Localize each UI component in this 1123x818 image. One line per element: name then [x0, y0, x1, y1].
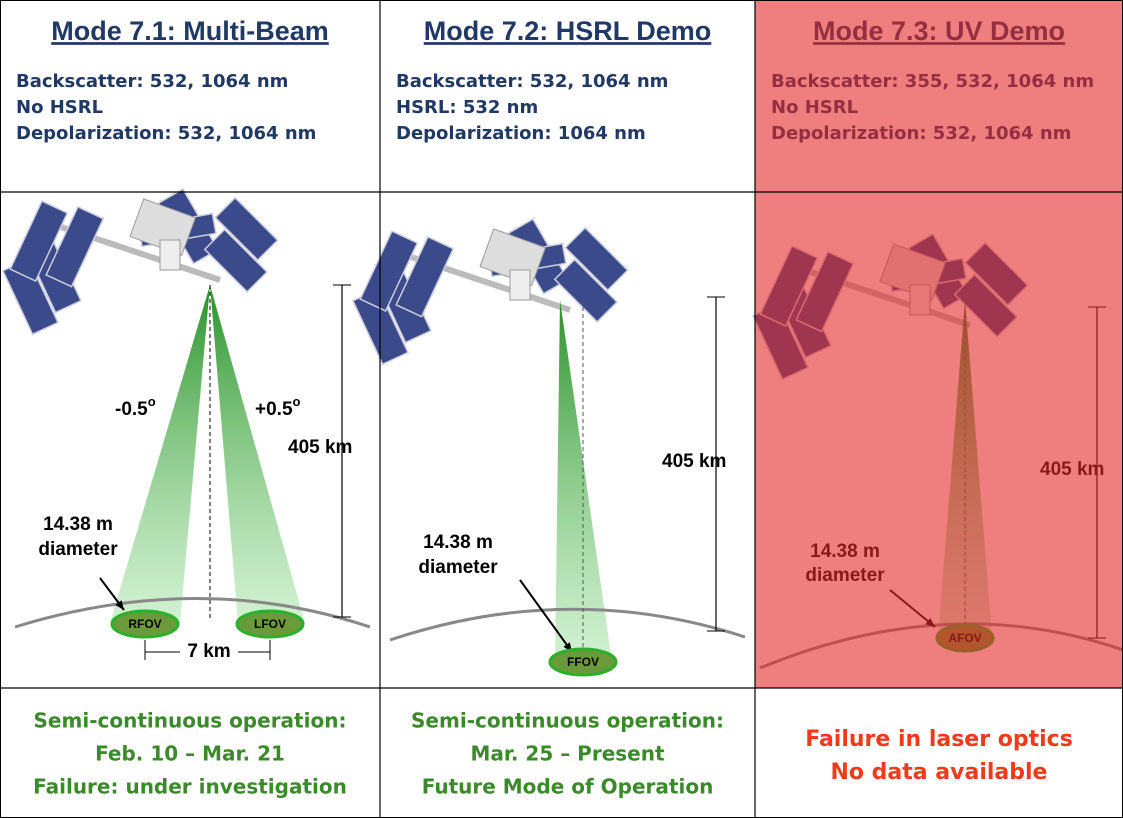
failure-overlay	[755, 0, 1123, 688]
status-line: Mar. 25 – Present	[470, 742, 665, 766]
mode-spec: No HSRL	[16, 97, 103, 118]
module	[510, 270, 530, 300]
altitude-label: 405 km	[662, 451, 726, 472]
angle-value: -0.5	[115, 399, 148, 420]
footprint-label: 14.38 m	[423, 532, 493, 553]
footprint-label: 14.38 m	[43, 514, 113, 535]
mode-spec: HSRL: 532 nm	[396, 97, 538, 118]
status-line: Future Mode of Operation	[422, 775, 714, 799]
mode-spec: Depolarization: 1064 nm	[396, 123, 646, 144]
status-line: Failure: under investigation	[33, 775, 347, 799]
status-line: No data available	[831, 760, 1048, 785]
angle-value: +0.5	[255, 399, 293, 420]
module	[160, 240, 180, 270]
modes-diagram: -0.5o+0.5o405 km14.38 mdiameterRFOVLFOV7…	[0, 0, 1123, 818]
mode-title: Mode 7.2: HSRL Demo	[424, 16, 712, 46]
status-line: Feb. 10 – Mar. 21	[95, 742, 285, 766]
angle-unit: o	[148, 394, 156, 409]
fov-label: FFOV	[567, 655, 599, 669]
footprint-label: diameter	[418, 557, 498, 578]
status-line: Semi-continuous operation:	[34, 709, 347, 733]
altitude-label: 405 km	[288, 437, 352, 458]
mode-spec: Backscatter: 532, 1064 nm	[16, 71, 288, 92]
mode-spec: Backscatter: 532, 1064 nm	[396, 71, 668, 92]
status-line: Failure in laser optics	[805, 727, 1073, 752]
status-line: Semi-continuous operation:	[411, 709, 724, 733]
footprint-label: diameter	[38, 539, 118, 560]
mode-title: Mode 7.1: Multi-Beam	[51, 16, 329, 46]
fov-label: LFOV	[254, 617, 286, 631]
fov-label: RFOV	[128, 617, 161, 631]
mode-spec: Depolarization: 532, 1064 nm	[16, 123, 316, 144]
angle-unit: o	[293, 394, 301, 409]
separation-label: 7 km	[187, 641, 230, 662]
